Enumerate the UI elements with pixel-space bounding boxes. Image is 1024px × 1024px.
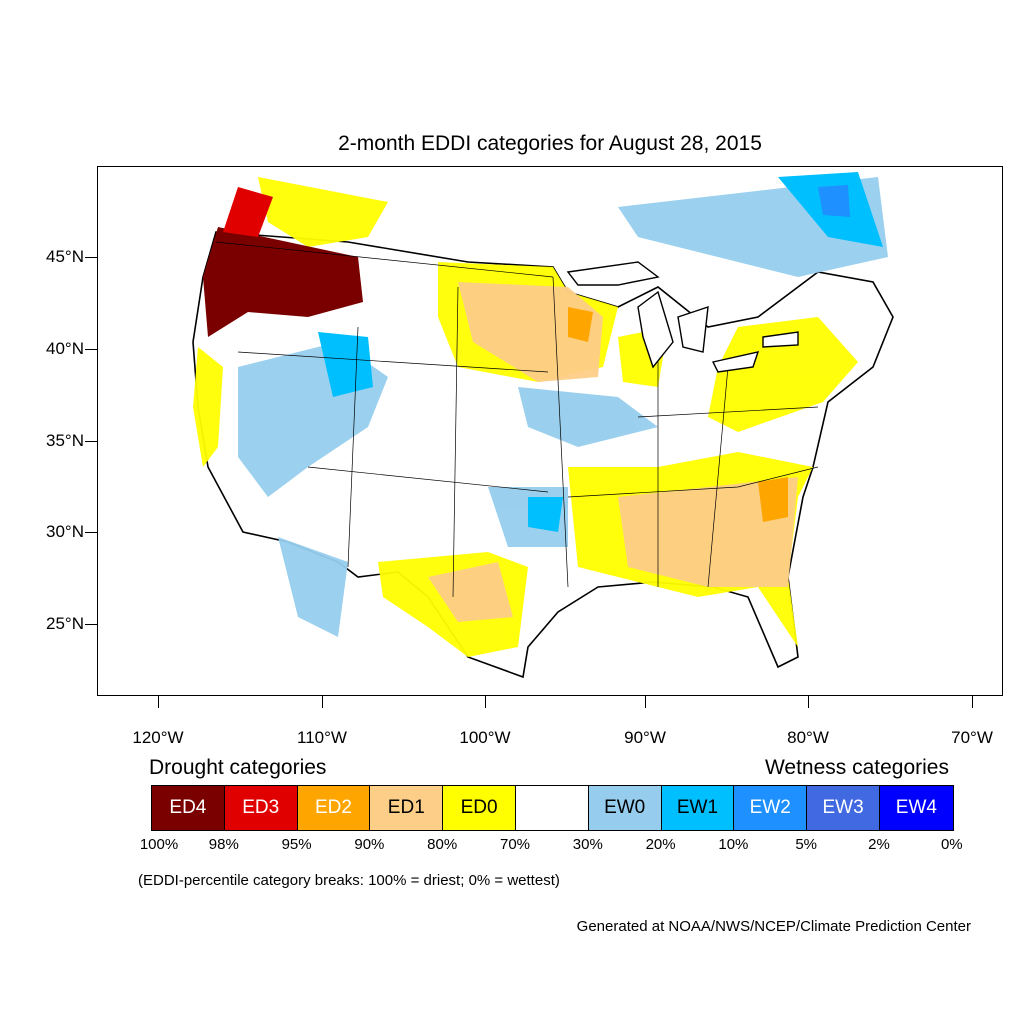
lat-tick-25 (85, 624, 97, 625)
legend-cell-ed0: ED0 (443, 786, 516, 830)
legend-break-label: 10% (718, 836, 749, 853)
drought-heading: Drought categories (149, 756, 327, 779)
legend-cell-ed4: ED4 (152, 786, 225, 830)
category-note: (EDDI-percentile category breaks: 100% =… (138, 872, 560, 889)
lat-tick-45 (85, 257, 97, 258)
lon-label-90: 90°W (624, 728, 666, 747)
lon-tick-80 (808, 696, 809, 708)
lon-label-120: 120°W (132, 728, 184, 747)
legend-cell-ew3: EW3 (807, 786, 880, 830)
legend-cell-ew0: EW0 (588, 786, 662, 830)
lat-label-35: 35°N (46, 431, 84, 450)
legend-cell-ew4: EW4 (879, 786, 953, 830)
lon-tick-90 (645, 696, 646, 708)
legend-break-label: 2% (868, 836, 890, 853)
lat-tick-40 (85, 349, 97, 350)
lat-label-40: 40°N (46, 339, 84, 358)
lat-label-30: 30°N (46, 522, 84, 541)
map-title: 2-month EDDI categories for August 28, 2… (338, 132, 762, 155)
lat-tick-35 (85, 441, 97, 442)
legend-break-label: 100% (139, 836, 179, 853)
legend-colorbar: ED4 ED3 ED2 ED1 ED0 EW0 EW1 EW2 EW3 EW4 (151, 785, 954, 831)
lon-label-80: 80°W (787, 728, 829, 747)
legend-break-label: 0% (940, 836, 963, 853)
lon-label-110: 110°W (297, 728, 347, 747)
ed2-areas (568, 307, 788, 522)
lon-tick-70 (972, 696, 973, 708)
legend-break-label: 70% (499, 836, 531, 853)
lon-tick-110 (322, 696, 323, 708)
lat-label-25: 25°N (46, 614, 84, 633)
legend-break-label: 30% (572, 836, 603, 853)
lat-tick-30 (85, 532, 97, 533)
legend-break-label: 98% (208, 836, 239, 853)
map-plot-area (97, 166, 1003, 696)
lon-label-70: 70°W (951, 728, 993, 747)
legend-break-label: 80% (427, 836, 458, 853)
legend-break-label: 5% (795, 836, 818, 853)
legend-cell-ed1: ED1 (370, 786, 444, 830)
map-graphic (192, 172, 894, 679)
legend-cell-ew1: EW1 (661, 786, 735, 830)
legend-break-label: 20% (645, 836, 676, 853)
legend-cell-ed3: ED3 (224, 786, 298, 830)
credit-text: Generated at NOAA/NWS/NCEP/Climate Predi… (576, 918, 971, 935)
lon-tick-100 (485, 696, 486, 708)
lat-label-45: 45°N (46, 247, 84, 266)
ew2-areas (818, 185, 850, 217)
ed1-areas (428, 282, 798, 622)
ed4-areas (203, 187, 363, 337)
lon-tick-120 (158, 696, 159, 708)
legend-cell-ed2: ED2 (297, 786, 371, 830)
wetness-heading: Wetness categories (764, 756, 949, 779)
legend-break-label: 90% (354, 836, 385, 853)
legend-break-label: 95% (281, 836, 312, 853)
state-boundaries (215, 241, 819, 598)
legend-cell-neutral (515, 786, 589, 830)
legend-cell-ew2: EW2 (734, 786, 808, 830)
great-lakes (566, 261, 799, 373)
lon-label-100: 100°W (459, 728, 511, 747)
